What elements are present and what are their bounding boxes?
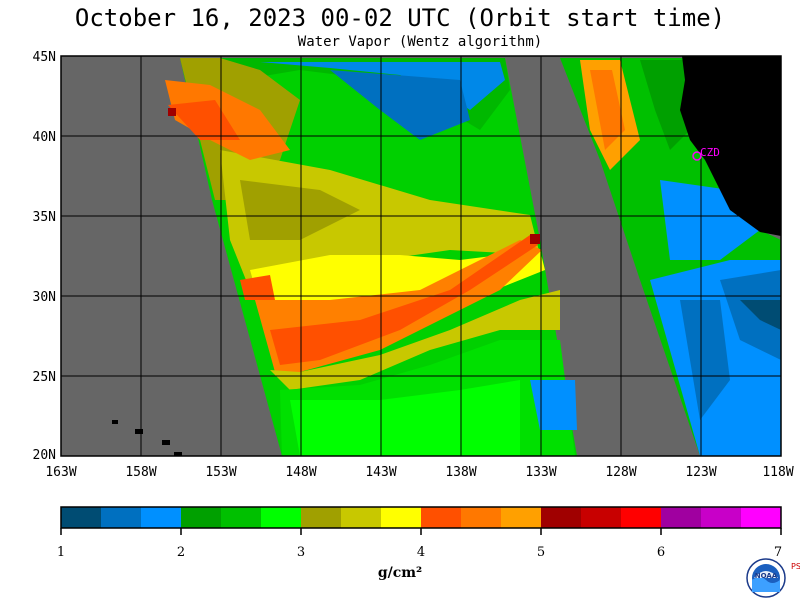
- colorbar-swatch: [181, 507, 222, 528]
- colorbar-swatch: [261, 507, 302, 528]
- colorbar-swatch: [301, 507, 342, 528]
- colorbar-swatch: [501, 507, 542, 528]
- colorbar-tick-label: 4: [416, 545, 426, 560]
- colorbar-tick-label: 5: [536, 545, 546, 560]
- colorbar-swatch: [541, 507, 582, 528]
- colorbar-swatch: [581, 507, 622, 528]
- colorbar-swatch: [141, 507, 182, 528]
- lon-label: 153W: [205, 465, 236, 480]
- noaa-logo-text: NOAA: [755, 572, 778, 580]
- noaa-logo: NOAA: [746, 558, 786, 598]
- colorbar-swatch: [101, 507, 142, 528]
- grid-lines: [61, 56, 781, 456]
- psl-text: PSL: [791, 562, 800, 571]
- lat-label: 45N: [33, 50, 56, 65]
- colorbar-tick-label: 1: [56, 545, 66, 560]
- lon-label: 138W: [445, 465, 476, 480]
- colorbar-swatch: [381, 507, 422, 528]
- lon-label: 148W: [285, 465, 316, 480]
- lon-label: 133W: [525, 465, 556, 480]
- lon-label: 158W: [125, 465, 156, 480]
- lat-label: 35N: [33, 210, 56, 225]
- colorbar-swatch: [61, 507, 102, 528]
- lon-label: 118W: [762, 465, 793, 480]
- colorbar-swatch: [341, 507, 382, 528]
- lon-label: 123W: [685, 465, 716, 480]
- lon-label: 128W: [605, 465, 636, 480]
- page-title: October 16, 2023 00-02 UTC (Orbit start …: [74, 4, 726, 32]
- colorbar-swatch: [701, 507, 742, 528]
- colorbar-swatch: [621, 507, 662, 528]
- land-area: [680, 56, 781, 236]
- colorbar-swatch: [661, 507, 702, 528]
- colorbar: [60, 506, 782, 535]
- map-area: [61, 56, 781, 456]
- lat-label: 30N: [33, 290, 56, 305]
- colorbar-swatch: [221, 507, 262, 528]
- lat-label: 25N: [33, 370, 56, 385]
- colorbar-swatch: [461, 507, 502, 528]
- lat-label: 20N: [33, 448, 56, 463]
- latitude-labels: 45N 40N 35N 30N 25N 20N: [33, 50, 56, 463]
- colorbar-tick-label: 6: [656, 545, 666, 560]
- western-swath: [165, 58, 577, 456]
- station-label: CZD: [700, 146, 720, 159]
- colorbar-swatch: [421, 507, 462, 528]
- hawaiian-islands: [112, 420, 182, 456]
- lat-label: 40N: [33, 130, 56, 145]
- lon-label: 143W: [365, 465, 396, 480]
- colorbar-tick-label: 3: [296, 545, 306, 560]
- longitude-labels: 163W 158W 153W 148W 143W 138W 133W 128W 123W 118W: [45, 465, 793, 480]
- station-marker-czd: [692, 151, 702, 161]
- map-frame: [60, 55, 782, 457]
- lon-label: 163W: [45, 465, 76, 480]
- colorbar-tick-label: 2: [176, 545, 186, 560]
- colorbar-tick-label: 7: [773, 545, 783, 560]
- colorbar-swatch: [741, 507, 782, 528]
- colorbar-unit-label: g/cm²: [377, 565, 423, 581]
- product-subtitle: Water Vapor (Wentz algorithm): [297, 34, 543, 50]
